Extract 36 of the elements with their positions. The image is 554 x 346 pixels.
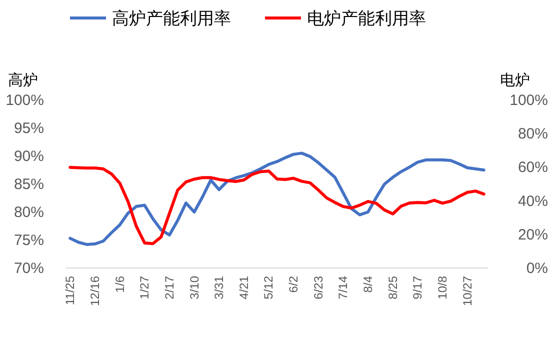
y-tick-label: 100%	[6, 92, 44, 109]
x-tick-label: 3/31	[212, 276, 226, 300]
y2-tick-label: 0%	[526, 260, 548, 277]
line-series	[68, 152, 486, 246]
line-series	[68, 166, 486, 246]
y2-tick-label: 80%	[518, 126, 548, 143]
y-axis-title: 高炉	[8, 72, 38, 89]
x-tick-label: 9/17	[410, 276, 425, 300]
y-tick-label: 95%	[14, 120, 44, 137]
x-tick-label: 10/27	[460, 276, 474, 306]
y2-axis-title: 电炉	[500, 72, 530, 89]
x-tick-label: 8/25	[386, 276, 400, 300]
x-tick-label: 10/8	[435, 276, 450, 300]
x-tick-label: 6/23	[311, 276, 326, 300]
y2-tick-label: 60%	[518, 159, 548, 176]
x-tick-label: 11/25	[63, 276, 78, 306]
x-tick-label: 12/16	[88, 276, 102, 306]
x-tick-label: 2/17	[162, 276, 176, 300]
x-tick-label: 1/27	[138, 276, 152, 300]
y2-tick-label: 20%	[518, 226, 548, 244]
x-tick-label: 7/14	[336, 276, 350, 300]
y-tick-label: 80%	[14, 204, 44, 221]
y-tick-label: 85%	[14, 176, 44, 193]
x-tick-label: 8/4	[361, 276, 376, 293]
x-tick-label: 4/21	[236, 276, 251, 300]
x-tick-label: 5/12	[262, 276, 276, 300]
x-tick-label: 3/10	[187, 276, 202, 300]
y2-tick-label: 100%	[510, 92, 548, 109]
x-tick-label: 1/6	[112, 276, 127, 293]
y-tick-label: 70%	[14, 260, 44, 277]
y-tick-label: 90%	[14, 148, 44, 165]
y2-tick-label: 40%	[518, 192, 548, 210]
legend-label: 电炉产能利用率	[307, 9, 426, 28]
y-tick-label: 75%	[14, 232, 44, 249]
legend-label: 高炉产能利用率	[112, 9, 231, 28]
x-tick-label: 6/2	[286, 276, 301, 293]
